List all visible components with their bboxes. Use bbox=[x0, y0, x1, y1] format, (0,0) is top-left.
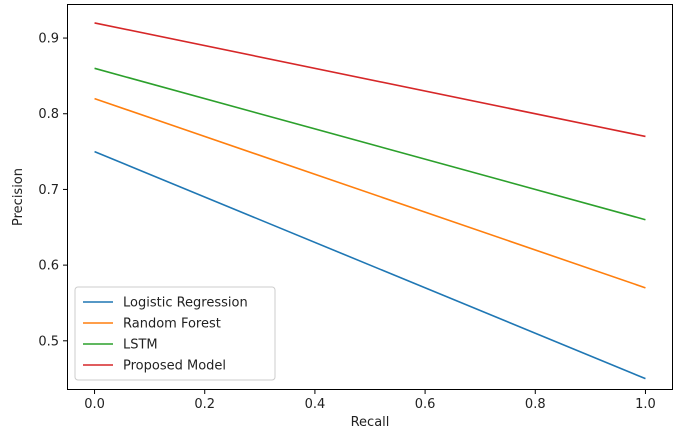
series-line-1 bbox=[94, 97, 646, 289]
y-tick-label: 0.6 bbox=[38, 259, 59, 274]
x-axis-label: Recall bbox=[351, 415, 390, 430]
series-layer bbox=[94, 22, 646, 380]
x-tick-label: 0.2 bbox=[194, 397, 215, 412]
series-line-0 bbox=[94, 150, 646, 380]
y-axis: 0.5 0.6 0.7 0.8 0.9 bbox=[38, 32, 67, 349]
series-line-2 bbox=[94, 67, 646, 221]
y-tick-label: 0.5 bbox=[38, 334, 59, 349]
legend-label-0: Logistic Regression bbox=[123, 296, 248, 311]
x-tick-label: 0.4 bbox=[305, 397, 326, 412]
legend: Logistic Regression Random Forest LSTM Prop… bbox=[74, 286, 276, 381]
plot-frame bbox=[67, 4, 673, 390]
x-tick-label: 0.8 bbox=[525, 397, 546, 412]
x-axis: 0.0 0.2 0.4 0.6 0.8 1.0 bbox=[84, 390, 656, 412]
x-tick-label: 0.6 bbox=[415, 397, 436, 412]
x-tick-label: 0.0 bbox=[84, 397, 105, 412]
y-tick-label: 0.7 bbox=[38, 183, 59, 198]
legend-box bbox=[74, 286, 276, 381]
legend-label-3: Proposed Model bbox=[123, 359, 226, 374]
series-line-3 bbox=[94, 22, 646, 138]
x-tick-label: 1.0 bbox=[635, 397, 656, 412]
legend-label-1: Random Forest bbox=[123, 317, 221, 332]
y-axis-label: Precision bbox=[11, 168, 26, 226]
y-tick-label: 0.9 bbox=[38, 32, 59, 47]
y-tick-label: 0.8 bbox=[38, 107, 59, 122]
legend-label-2: LSTM bbox=[123, 338, 158, 353]
